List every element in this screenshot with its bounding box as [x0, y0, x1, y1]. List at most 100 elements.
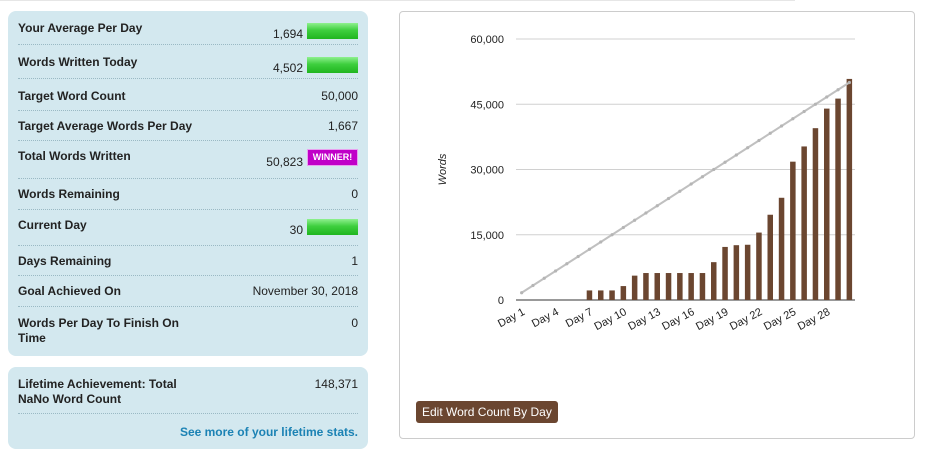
stat-row-words-today: Words Written Today 4,502 [18, 45, 358, 79]
stat-value: November 30, 2018 [252, 284, 358, 298]
stat-row-current-day: Current Day 30 [18, 210, 358, 246]
target-point [542, 276, 546, 280]
bar-day-30 [846, 78, 853, 300]
bar-day-26 [801, 146, 807, 300]
stat-label: Days Remaining [18, 254, 112, 268]
word-count-chart-panel: 0 15,000 30,000 45,000 60,000 Words Day 1 Day 4… [399, 11, 915, 439]
winner-badge: WINNER! [307, 149, 358, 166]
bar-day-12 [643, 273, 649, 300]
stat-row-goal-achieved: Goal Achieved On November 30, 2018 [18, 276, 358, 307]
stat-label: Goal Achieved On [18, 284, 121, 298]
lifetime-stats-link[interactable]: See more of your lifetime stats. [179, 425, 358, 439]
bar-day-22 [756, 232, 762, 300]
lifetime-label-line2: NaNo Word Count [18, 392, 122, 406]
target-point [655, 204, 659, 208]
bar-day-7 [586, 290, 593, 300]
target-point [520, 291, 524, 295]
target-point [825, 95, 829, 99]
bar-day-29 [835, 98, 841, 300]
stat-label: Words Remaining [18, 187, 120, 201]
lifetime-label: Lifetime Achievement: Total NaNo Word Co… [18, 377, 177, 407]
target-point [621, 225, 625, 230]
y-tick-label: 15,000 [470, 230, 504, 242]
target-point [779, 124, 784, 128]
progress-bar [307, 219, 358, 235]
x-tick-label: Day 10 [592, 306, 628, 333]
target-point [531, 283, 535, 288]
bar-day-25 [790, 161, 796, 300]
y-tick-label: 30,000 [470, 165, 504, 177]
stat-value: 30 [289, 223, 303, 237]
stat-label: Your Average Per Day [18, 21, 143, 35]
target-point [768, 131, 772, 135]
x-tick-label: Day 25 [762, 306, 798, 333]
y-tick-label: 45,000 [470, 99, 504, 111]
target-point [553, 269, 558, 273]
lifetime-row: Lifetime Achievement: Total NaNo Word Co… [18, 367, 358, 414]
y-axis-title: Words [437, 153, 449, 185]
stat-row-target-average: Target Average Words Per Day 1,667 [18, 111, 358, 141]
stat-label: Current Day [18, 218, 87, 232]
stat-row-total-words: Total Words Written 50,823 WINNER! [18, 141, 358, 179]
target-point [678, 189, 682, 193]
x-tick-label: Day 4 [530, 306, 561, 330]
stat-row-days-remaining: Days Remaining 1 [18, 246, 358, 276]
target-point [723, 160, 727, 164]
lifetime-label-line1: Lifetime Achievement: Total [18, 377, 177, 391]
bar-day-10 [620, 286, 627, 300]
stat-row-words-remaining: Words Remaining 0 [18, 179, 358, 210]
progress-bar [307, 23, 358, 39]
stat-value: 1,694 [272, 27, 303, 41]
bar-day-14 [665, 273, 672, 300]
target-point [791, 117, 795, 121]
stat-label: Words Written Today [18, 55, 138, 69]
bar-day-8 [598, 290, 604, 300]
stats-panel: Your Average Per Day 1,694 Words Written… [8, 11, 368, 356]
bar-day-16 [688, 273, 694, 300]
bar-day-18 [711, 262, 717, 300]
target-point [644, 211, 648, 215]
bar-day-21 [744, 244, 751, 300]
stat-label: Total Words Written [18, 149, 131, 163]
target-point [633, 218, 637, 222]
stat-row-average-per-day: Your Average Per Day 1,694 [18, 11, 358, 45]
x-tick-label: Day 1 [496, 306, 527, 330]
bar-day-23 [767, 214, 773, 300]
stat-value: 1 [351, 254, 358, 268]
stat-value: 50,823 [266, 155, 303, 169]
target-point [576, 254, 580, 259]
stat-value: 1,667 [327, 119, 358, 133]
target-point [802, 109, 806, 114]
target-point [610, 233, 614, 237]
x-tick-label: Day 28 [796, 306, 832, 333]
stat-label-line2: Time [18, 331, 46, 345]
x-tick-label: Day 7 [564, 306, 595, 330]
edit-word-count-button[interactable]: Edit Word Count By Day [416, 401, 558, 423]
word-count-chart: 0 15,000 30,000 45,000 60,000 Words Day 1 Day 4… [437, 34, 855, 333]
target-point [689, 182, 693, 186]
top-divider [0, 0, 795, 1]
target-point [565, 262, 569, 266]
bar-day-27 [812, 128, 819, 300]
x-tick-label: Day 16 [660, 306, 696, 333]
stat-row-words-per-day-to-finish: Words Per Day To Finish On Time 0 [18, 307, 358, 357]
target-point [599, 240, 603, 244]
bar-day-20 [733, 245, 740, 300]
bar-day-11 [631, 275, 638, 300]
target-point [734, 153, 738, 157]
target-point [813, 102, 818, 106]
stat-label: Target Average Words Per Day [18, 119, 193, 133]
stat-value: 50,000 [321, 89, 358, 103]
x-tick-label: Day 13 [626, 306, 662, 333]
target-point [836, 88, 840, 92]
target-line [521, 81, 850, 294]
stat-label-line1: Words Per Day To Finish On [18, 316, 179, 330]
lifetime-panel: Lifetime Achievement: Total NaNo Word Co… [8, 367, 368, 449]
bar-day-17 [699, 273, 706, 300]
stat-value: 0 [351, 187, 358, 201]
stat-value: 4,502 [272, 61, 303, 75]
target-point [700, 175, 705, 179]
y-tick-label: 60,000 [470, 34, 504, 46]
target-point [666, 196, 671, 201]
x-tick-label: Day 19 [694, 306, 730, 333]
